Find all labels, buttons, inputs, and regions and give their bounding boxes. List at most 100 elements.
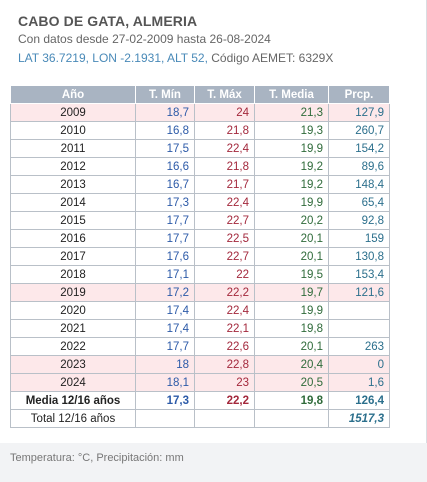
cell-tmax: 22,4 bbox=[194, 139, 255, 158]
cell-tmin: 16,8 bbox=[135, 121, 195, 140]
cell-year: 2019 bbox=[10, 283, 136, 302]
cell-tmin: 16,6 bbox=[135, 157, 195, 176]
cell-year: 2023 bbox=[10, 355, 136, 374]
table-row: 2021 17,4 22,1 19,8 bbox=[10, 319, 390, 338]
total-prcp: 1517,3 bbox=[328, 409, 390, 428]
total-label: Total 12/16 años bbox=[10, 409, 136, 428]
units-footnote: Temperatura: °C, Precipitación: mm bbox=[10, 452, 184, 464]
cell-tmax: 22,8 bbox=[194, 355, 255, 374]
cell-prcp: 92,8 bbox=[328, 211, 390, 230]
cell-tmax: 23 bbox=[194, 373, 255, 392]
station-coords: LAT 36.7219, LON -2.1931, ALT 52, Código… bbox=[18, 51, 333, 65]
col-header-tmed: T. Media bbox=[254, 85, 329, 104]
cell-tmax: 21,8 bbox=[194, 157, 255, 176]
table-row: 2022 17,7 22,6 20,1 263 bbox=[10, 337, 390, 356]
cell-tmin: 17,7 bbox=[135, 229, 195, 248]
cell-tmin: 17,4 bbox=[135, 301, 195, 320]
cell-tmax: 24 bbox=[194, 103, 255, 122]
cell-tmin: 17,1 bbox=[135, 265, 195, 284]
cell-tmax: 22,7 bbox=[194, 247, 255, 266]
station-title: CABO DE GATA, ALMERIA bbox=[18, 13, 198, 29]
table-row: 2024 18,1 23 20,5 1,6 bbox=[10, 373, 390, 392]
table-row: 2020 17,4 22,4 19,9 bbox=[10, 301, 390, 320]
cell-tmin: 17,4 bbox=[135, 319, 195, 338]
cell-year: 2011 bbox=[10, 139, 136, 158]
table-row: 2018 17,1 22 19,5 153,4 bbox=[10, 265, 390, 284]
cell-prcp: 153,4 bbox=[328, 265, 390, 284]
total-tmed-empty bbox=[254, 409, 329, 428]
table-row: 2011 17,5 22,4 19,9 154,2 bbox=[10, 139, 390, 158]
media-tmin: 17,3 bbox=[135, 391, 195, 410]
cell-prcp: 159 bbox=[328, 229, 390, 248]
cell-tmed: 21,3 bbox=[254, 103, 329, 122]
cell-tmed: 20,1 bbox=[254, 247, 329, 266]
cell-year: 2010 bbox=[10, 121, 136, 140]
cell-tmin: 17,5 bbox=[135, 139, 195, 158]
cell-prcp: 0 bbox=[328, 355, 390, 374]
cell-year: 2024 bbox=[10, 373, 136, 392]
total-row: Total 12/16 años 1517,3 bbox=[10, 409, 390, 428]
cell-tmin: 18,7 bbox=[135, 103, 195, 122]
table-header-row: Año T. Mín T. Máx T. Media Prcp. bbox=[10, 85, 390, 104]
table-row: 2014 17,3 22,4 19,9 65,4 bbox=[10, 193, 390, 212]
table-row: 2013 16,7 21,7 19,2 148,4 bbox=[10, 175, 390, 194]
cell-tmax: 22,6 bbox=[194, 337, 255, 356]
cell-prcp: 130,8 bbox=[328, 247, 390, 266]
total-tmax-empty bbox=[194, 409, 255, 428]
cell-tmin: 17,3 bbox=[135, 193, 195, 212]
cell-tmax: 22,2 bbox=[194, 283, 255, 302]
media-tmed: 19,8 bbox=[254, 391, 329, 410]
cell-tmed: 19,7 bbox=[254, 283, 329, 302]
table-body: 2009 18,7 24 21,3 127,9 2010 16,8 21,8 19,3 260,7… bbox=[10, 103, 390, 392]
table-row: 2016 17,7 22,5 20,1 159 bbox=[10, 229, 390, 248]
cell-tmin: 17,7 bbox=[135, 337, 195, 356]
cell-tmax: 22,7 bbox=[194, 211, 255, 230]
cell-tmax: 22,5 bbox=[194, 229, 255, 248]
cell-prcp: 89,6 bbox=[328, 157, 390, 176]
media-tmax: 22,2 bbox=[194, 391, 255, 410]
cell-tmed: 20,1 bbox=[254, 337, 329, 356]
cell-tmax: 21,8 bbox=[194, 121, 255, 140]
table-row: 2019 17,2 22,2 19,7 121,6 bbox=[10, 283, 390, 302]
climate-table: Año T. Mín T. Máx T. Media Prcp. 2009 18,… bbox=[10, 85, 390, 428]
table-row: 2009 18,7 24 21,3 127,9 bbox=[10, 103, 390, 122]
station-card: CABO DE GATA, ALMERIA Con datos desde 27… bbox=[0, 0, 427, 443]
coords-text: LAT 36.7219, LON -2.1931, ALT 52, bbox=[18, 51, 208, 65]
cell-tmed: 19,5 bbox=[254, 265, 329, 284]
table-row: 2012 16,6 21,8 19,2 89,6 bbox=[10, 157, 390, 176]
media-row: Media 12/16 años 17,3 22,2 19,8 126,4 bbox=[10, 391, 390, 410]
total-tmin-empty bbox=[135, 409, 195, 428]
cell-year: 2022 bbox=[10, 337, 136, 356]
cell-tmed: 19,9 bbox=[254, 139, 329, 158]
cell-prcp bbox=[328, 319, 390, 338]
cell-prcp: 1,6 bbox=[328, 373, 390, 392]
cell-prcp: 260,7 bbox=[328, 121, 390, 140]
col-header-prcp: Prcp. bbox=[328, 85, 390, 104]
cell-year: 2012 bbox=[10, 157, 136, 176]
cell-tmed: 19,8 bbox=[254, 319, 329, 338]
cell-prcp: 65,4 bbox=[328, 193, 390, 212]
cell-prcp: 263 bbox=[328, 337, 390, 356]
cell-tmed: 19,2 bbox=[254, 175, 329, 194]
cell-tmin: 17,6 bbox=[135, 247, 195, 266]
cell-prcp: 148,4 bbox=[328, 175, 390, 194]
table-row: 2017 17,6 22,7 20,1 130,8 bbox=[10, 247, 390, 266]
cell-tmin: 18 bbox=[135, 355, 195, 374]
cell-tmed: 20,5 bbox=[254, 373, 329, 392]
cell-tmax: 21,7 bbox=[194, 175, 255, 194]
cell-tmed: 19,2 bbox=[254, 157, 329, 176]
cell-tmed: 19,9 bbox=[254, 301, 329, 320]
cell-year: 2016 bbox=[10, 229, 136, 248]
cell-tmin: 16,7 bbox=[135, 175, 195, 194]
cell-tmed: 19,9 bbox=[254, 193, 329, 212]
cell-prcp: 127,9 bbox=[328, 103, 390, 122]
col-header-tmax: T. Máx bbox=[194, 85, 255, 104]
date-range: Con datos desde 27-02-2009 hasta 26-08-2… bbox=[18, 32, 271, 46]
table-row: 2015 17,7 22,7 20,2 92,8 bbox=[10, 211, 390, 230]
table-row: 2023 18 22,8 20,4 0 bbox=[10, 355, 390, 374]
cell-tmax: 22,4 bbox=[194, 301, 255, 320]
col-header-tmin: T. Mín bbox=[135, 85, 195, 104]
media-label: Media 12/16 años bbox=[10, 391, 136, 410]
cell-tmed: 19,3 bbox=[254, 121, 329, 140]
media-prcp: 126,4 bbox=[328, 391, 390, 410]
